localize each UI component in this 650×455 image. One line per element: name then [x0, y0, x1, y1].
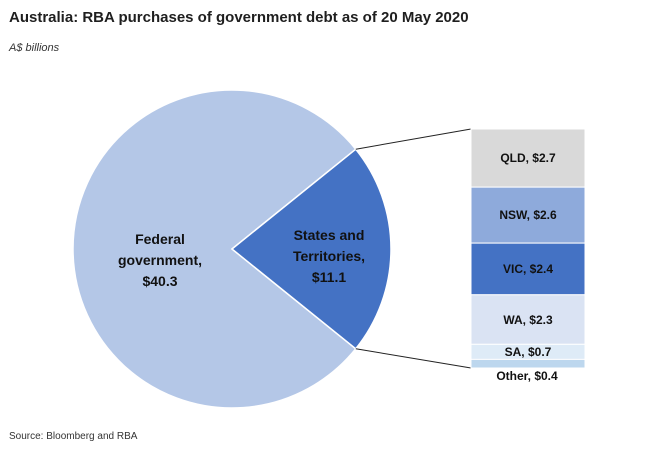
- chart-title: Australia: RBA purchases of government d…: [9, 9, 469, 26]
- breakdown-segment-label: QLD, $2.7: [500, 151, 556, 165]
- breakdown-segment: [470, 242, 586, 296]
- breakdown-segment-label: NSW, $2.6: [499, 208, 557, 222]
- pie-group: Federal government, $40.3 States and Territo…: [72, 89, 392, 409]
- pie-label-states-territories: States and Territories, $11.1: [293, 227, 365, 285]
- pie-label-federal: Federal government, $40.3: [118, 231, 202, 289]
- connector-line-bottom: [355, 348, 472, 369]
- breakdown-segment: [470, 186, 586, 244]
- breakdown-segment-label: VIC, $2.4: [503, 262, 553, 276]
- pie-slice-states-territories: [230, 148, 392, 350]
- chart-subtitle: A$ billions: [9, 42, 60, 54]
- pie-slice-federal: [72, 89, 357, 409]
- breakdown-segment: [470, 128, 586, 188]
- breakdown-segment: [470, 358, 586, 369]
- breakdown-segment-label: WA, $2.3: [503, 313, 553, 327]
- source-note: Source: Bloomberg and RBA: [9, 431, 138, 442]
- connector-lines: [355, 128, 472, 369]
- breakdown-segment-label: SA, $0.7: [505, 345, 552, 359]
- connector-line-top: [355, 128, 472, 150]
- breakdown-bar: QLD, $2.7 NSW, $2.6 VIC, $2.4 WA, $2.3 SA, $…: [470, 128, 586, 383]
- breakdown-segment-label: Other, $0.4: [496, 369, 558, 383]
- breakdown-segment: [470, 294, 586, 345]
